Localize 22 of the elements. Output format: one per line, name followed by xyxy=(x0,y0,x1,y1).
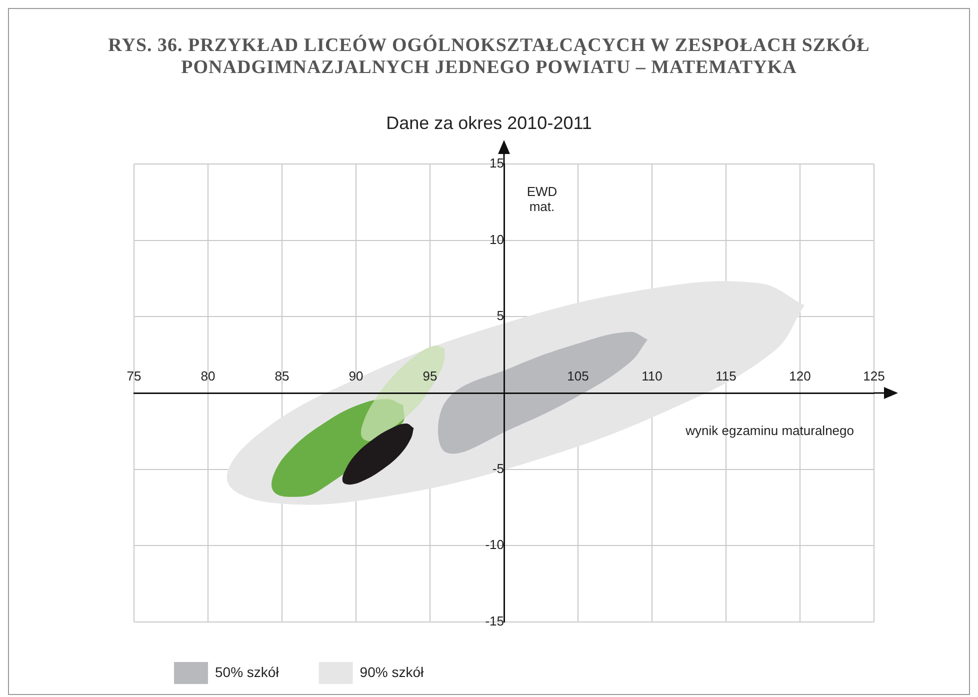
y-tick-label: 15 xyxy=(490,156,504,171)
x-tick-label: 115 xyxy=(716,368,736,384)
x-tick-label: 90 xyxy=(348,368,364,384)
x-tick-label: 75 xyxy=(126,368,142,384)
y-axis-title: EWD mat. xyxy=(526,184,558,214)
x-tick-label: 85 xyxy=(274,368,290,384)
x-tick-label: 95 xyxy=(422,368,438,384)
chart-subtitle: Dane za okres 2010-2011 xyxy=(385,113,593,134)
y-tick-label: 10 xyxy=(490,232,504,247)
y-tick-label: -5 xyxy=(492,460,504,476)
x-tick-label: 110 xyxy=(642,368,662,384)
y-tick-label: 5 xyxy=(496,308,504,324)
x-tick-label: 80 xyxy=(200,368,216,384)
x-tick-label: 120 xyxy=(789,368,811,384)
x-tick-label: 125 xyxy=(863,368,885,384)
x-axis-title: wynik egzaminu maturalnego xyxy=(686,423,854,438)
chart-title: RYS. 36. PRZYKŁAD LICEÓW OGÓLNOKSZTAŁCĄCYCH W ZESPOŁACH SZKÓŁ PONADGIMNAZJALNYCH JEDNEGO POWIATU – MATEMATYKA xyxy=(107,34,871,79)
y-tick-label: -10 xyxy=(485,537,504,552)
y-tick-label: -15 xyxy=(485,614,504,629)
legend-label: 50% szkół xyxy=(215,664,280,680)
x-tick-label: 105 xyxy=(567,368,589,384)
legend-label: 90% szkół xyxy=(360,664,425,680)
